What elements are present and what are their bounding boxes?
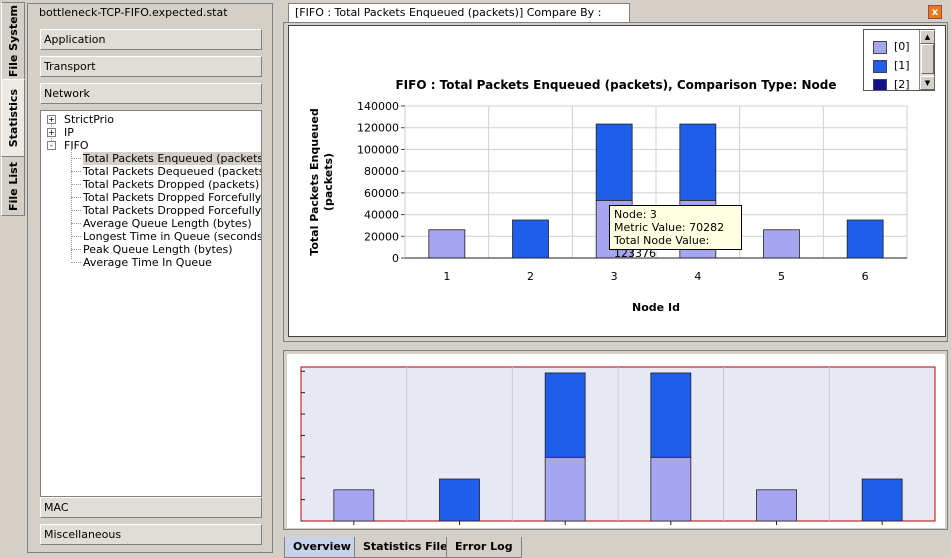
- scroll-down-icon[interactable]: ▼: [920, 76, 935, 90]
- tab-file-list-label: File List: [6, 161, 20, 211]
- y-tick-label: 100000: [357, 143, 399, 156]
- legend-swatch: [873, 60, 887, 73]
- tree-item-dropped-forcefully-1[interactable]: Total Packets Dropped Forcefully ...: [83, 191, 262, 204]
- category-transport[interactable]: Transport: [40, 56, 262, 77]
- category-mac[interactable]: MAC: [40, 497, 262, 518]
- overview-bar-segment: [756, 489, 797, 522]
- overview-bar-segment: [439, 478, 480, 522]
- expand-icon[interactable]: +: [47, 128, 56, 137]
- tab-statistics[interactable]: Statistics: [1, 79, 25, 157]
- close-icon[interactable]: x: [928, 5, 942, 19]
- chart-title: FIFO : Total Packets Enqueued (packets),…: [395, 78, 836, 92]
- legend-label: [2]: [894, 78, 910, 91]
- y-tick-label: 0: [392, 252, 399, 265]
- scroll-thumb[interactable]: [921, 44, 934, 74]
- x-tick-label: 6: [862, 270, 869, 283]
- category-network[interactable]: Network: [40, 83, 262, 104]
- y-tick-label: 40000: [364, 209, 399, 222]
- overview-bar-segment: [861, 478, 903, 522]
- y-tick-label: 20000: [364, 230, 399, 243]
- y-tick-label: 80000: [364, 165, 399, 178]
- x-tick-label: 4: [694, 270, 701, 283]
- y-axis-label-group: Total Packets Enqueued (packets): [308, 108, 335, 255]
- y-axis-label: Total Packets Enqueued: [308, 108, 321, 255]
- tree-item-total-packets-dropped[interactable]: Total Packets Dropped (packets): [83, 178, 260, 191]
- tooltip-metric: Metric Value: 70282: [614, 221, 725, 234]
- bar-segment: [512, 219, 549, 259]
- x-tick-label: 2: [527, 270, 534, 283]
- stat-tree: + StrictPrio + IP - FIFO Total Packets E…: [40, 110, 262, 497]
- chart-document-tab[interactable]: [FIFO : Total Packets Enqueued (packets)…: [288, 3, 630, 37]
- vertical-tab-strip: File System Statistics File List: [0, 0, 25, 558]
- tab-file-system-label: File System: [6, 4, 20, 78]
- x-tick-label: 5: [778, 270, 785, 283]
- statistics-panel: bottleneck-TCP-FIFO.expected.stat Applic…: [27, 3, 273, 553]
- tab-file-list[interactable]: File List: [1, 156, 25, 216]
- tree-item-dropped-forcefully-2[interactable]: Total Packets Dropped Forcefully ...: [83, 204, 262, 217]
- y-tick-label: 60000: [364, 187, 399, 200]
- tree-item-ip[interactable]: IP: [64, 126, 74, 139]
- category-application[interactable]: Application: [40, 29, 262, 50]
- legend-label: [0]: [894, 40, 910, 53]
- bar-segment: [595, 123, 633, 201]
- x-tick-label: 3: [611, 270, 618, 283]
- overview-bar-segment: [544, 456, 586, 522]
- collapse-icon[interactable]: -: [47, 141, 56, 150]
- tooltip-total: Total Node Value: 123376: [614, 234, 710, 260]
- legend-scrollbar[interactable]: ▲ ▼: [919, 30, 935, 90]
- overview-bar-segment: [650, 372, 692, 458]
- x-tick-label: 1: [443, 270, 450, 283]
- tab-overview[interactable]: Overview: [284, 537, 360, 558]
- legend-label: [1]: [894, 59, 910, 72]
- main-chart: FIFO : Total Packets Enqueued (packets),…: [308, 78, 908, 314]
- y-tick-label: 140000: [357, 100, 399, 113]
- bar-segment: [846, 219, 884, 259]
- legend-swatch: [873, 41, 887, 54]
- expand-icon[interactable]: +: [47, 115, 56, 124]
- bar-tooltip: Node: 3 Metric Value: 70282 Total Node V…: [609, 205, 742, 260]
- bar-segment: [679, 123, 717, 201]
- y-axis-label-unit: (packets): [322, 153, 335, 211]
- tooltip-node: Node: 3: [614, 208, 657, 221]
- overview-bar-segment: [333, 489, 375, 522]
- category-miscellaneous[interactable]: Miscellaneous: [40, 524, 262, 545]
- stat-file-title: bottleneck-TCP-FIFO.expected.stat: [36, 6, 231, 19]
- tree-item-peak-queue-length[interactable]: Peak Queue Length (bytes): [83, 243, 233, 256]
- tab-statistics-file[interactable]: Statistics File: [354, 537, 457, 558]
- x-axis-label: Node Id: [632, 301, 680, 314]
- overview-chart[interactable]: [287, 354, 945, 528]
- scroll-up-icon[interactable]: ▲: [920, 30, 935, 44]
- tab-error-log[interactable]: Error Log: [446, 537, 522, 558]
- tree-item-longest-time-in-queue[interactable]: Longest Time in Queue (seconds): [83, 230, 262, 243]
- tree-item-strictprio[interactable]: StrictPrio: [64, 113, 114, 126]
- tree-item-fifo[interactable]: FIFO: [64, 139, 89, 152]
- overview-bar-segment: [650, 456, 692, 522]
- tree-item-average-queue-length[interactable]: Average Queue Length (bytes): [83, 217, 252, 230]
- overview-bar-segment: [544, 372, 586, 458]
- legend-swatch: [873, 79, 887, 90]
- tab-file-system[interactable]: File System: [1, 2, 25, 80]
- tree-item-total-packets-dequeued[interactable]: Total Packets Dequeued (packets): [83, 165, 262, 178]
- tab-statistics-label: Statistics: [6, 88, 20, 148]
- y-tick-label: 120000: [357, 122, 399, 135]
- bar-segment: [763, 229, 800, 259]
- tree-item-total-packets-enqueued[interactable]: Total Packets Enqueued (packets): [83, 152, 261, 165]
- tree-item-average-time-in-queue[interactable]: Average Time In Queue: [83, 256, 212, 269]
- bar-segment: [428, 229, 466, 259]
